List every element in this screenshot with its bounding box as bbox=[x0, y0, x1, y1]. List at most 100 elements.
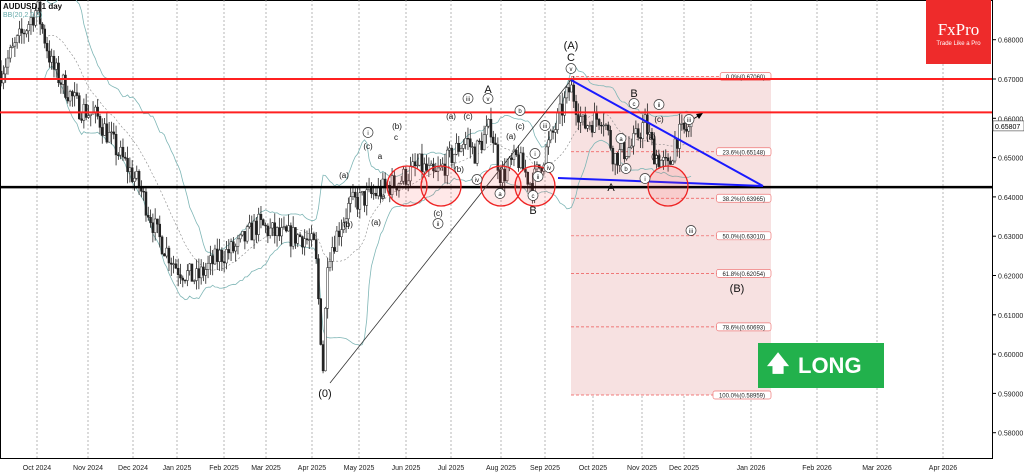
candle-body bbox=[404, 168, 408, 185]
candle-body bbox=[604, 124, 608, 127]
x-tick-label: Feb 2026 bbox=[802, 465, 832, 472]
wave-label: (b) bbox=[454, 165, 464, 174]
candle-body bbox=[262, 219, 265, 226]
candle-body bbox=[66, 97, 70, 102]
logo-tagline: Trade Like a Pro bbox=[936, 41, 981, 47]
candle-body bbox=[268, 227, 272, 236]
candle-body bbox=[280, 227, 283, 237]
candle-body bbox=[494, 142, 497, 145]
candle-body bbox=[176, 267, 180, 275]
x-tick-label: Dec 2025 bbox=[669, 465, 699, 472]
candle-body bbox=[655, 155, 658, 165]
candle-body bbox=[358, 192, 362, 210]
candle-body bbox=[678, 123, 681, 149]
candle-body bbox=[450, 147, 454, 163]
wave-label-circle bbox=[471, 174, 483, 185]
candle-body bbox=[156, 218, 159, 225]
candle-body bbox=[671, 160, 674, 165]
candle-body bbox=[303, 238, 306, 248]
candle-body bbox=[204, 269, 208, 276]
wave-label: iv bbox=[547, 166, 551, 172]
fib-label-box bbox=[716, 269, 772, 278]
fib-level-label: 38.2%(0.63965) bbox=[722, 197, 765, 203]
wave-label: (c) bbox=[654, 115, 664, 124]
candle-body bbox=[15, 35, 19, 43]
wave-label: iii bbox=[689, 229, 693, 235]
candle-body bbox=[413, 161, 417, 167]
candle-body bbox=[193, 280, 196, 282]
candle-body bbox=[220, 249, 224, 262]
x-tick-label: Nov 2025 bbox=[627, 465, 657, 472]
candle-body bbox=[209, 255, 212, 264]
fxpro-logo: FxPro Trade Like a Pro bbox=[926, 0, 991, 64]
fib-level-label: 78.6%(0.60693) bbox=[722, 325, 765, 331]
candle-body bbox=[248, 222, 251, 227]
candle-body bbox=[556, 112, 559, 130]
candle-body bbox=[18, 28, 21, 36]
wave-label-circle bbox=[639, 173, 651, 184]
candle-body bbox=[48, 50, 51, 63]
candle-body bbox=[383, 178, 387, 187]
wave-label: v bbox=[487, 97, 490, 103]
candle-body bbox=[496, 144, 500, 171]
candle-body bbox=[310, 233, 313, 240]
candle-body bbox=[34, 10, 37, 26]
wave-label: b bbox=[624, 167, 628, 173]
candle-body bbox=[50, 55, 53, 63]
wave-label-circle bbox=[527, 190, 539, 201]
x-tick-label: May 2025 bbox=[344, 465, 375, 472]
candle-body bbox=[20, 28, 24, 34]
fib-label-box bbox=[716, 193, 772, 203]
candle-body bbox=[664, 157, 668, 159]
candle-body bbox=[321, 344, 325, 372]
candle-body bbox=[6, 57, 10, 68]
wave-label-circle bbox=[482, 93, 494, 104]
candle-body bbox=[301, 236, 304, 248]
candle-body bbox=[13, 42, 17, 47]
candle-body bbox=[0, 70, 3, 84]
wave-label-circle bbox=[685, 225, 697, 236]
candle-body bbox=[84, 104, 88, 118]
candle-body bbox=[572, 84, 576, 102]
candle-body bbox=[55, 62, 58, 70]
candle-body bbox=[446, 149, 449, 176]
candle-body bbox=[402, 168, 405, 182]
support-test-circle bbox=[514, 165, 556, 207]
candle-body bbox=[87, 115, 90, 118]
candle-body bbox=[68, 91, 72, 102]
candle-body bbox=[278, 227, 281, 237]
candle-body bbox=[340, 229, 343, 238]
candle-body bbox=[613, 153, 617, 165]
wave-label: (c) bbox=[363, 142, 373, 151]
wave-label-circle bbox=[620, 163, 632, 174]
wave-label: (b) bbox=[343, 220, 353, 229]
candle-body bbox=[331, 247, 334, 262]
x-tick-label: Jun 2025 bbox=[392, 465, 421, 472]
candle-body bbox=[149, 217, 152, 223]
candle-body bbox=[448, 147, 451, 151]
candle-body bbox=[434, 170, 438, 172]
candle-body bbox=[659, 160, 663, 167]
x-tick-label: Apr 2025 bbox=[298, 465, 327, 472]
candle-body bbox=[294, 227, 297, 244]
candle-body bbox=[314, 239, 318, 259]
candle-body bbox=[452, 154, 456, 163]
x-tick-label: Sep 2025 bbox=[530, 465, 560, 472]
wave-label: v bbox=[570, 67, 573, 73]
candle-body bbox=[639, 137, 642, 139]
y-tick-label: 0.63000 bbox=[998, 234, 1023, 241]
plot-frame bbox=[0, 0, 993, 459]
candle-body bbox=[464, 138, 467, 145]
wave-label-circle bbox=[432, 218, 444, 229]
candle-body bbox=[602, 124, 605, 127]
candle-body bbox=[616, 153, 619, 166]
wave-label: c bbox=[532, 194, 535, 200]
wave-label: iii bbox=[687, 118, 691, 124]
candle-body bbox=[544, 146, 548, 166]
candle-body bbox=[512, 149, 516, 160]
candle-body bbox=[416, 164, 419, 167]
candle-body bbox=[517, 154, 520, 168]
candle-body bbox=[188, 263, 191, 271]
candle-body bbox=[510, 157, 513, 160]
